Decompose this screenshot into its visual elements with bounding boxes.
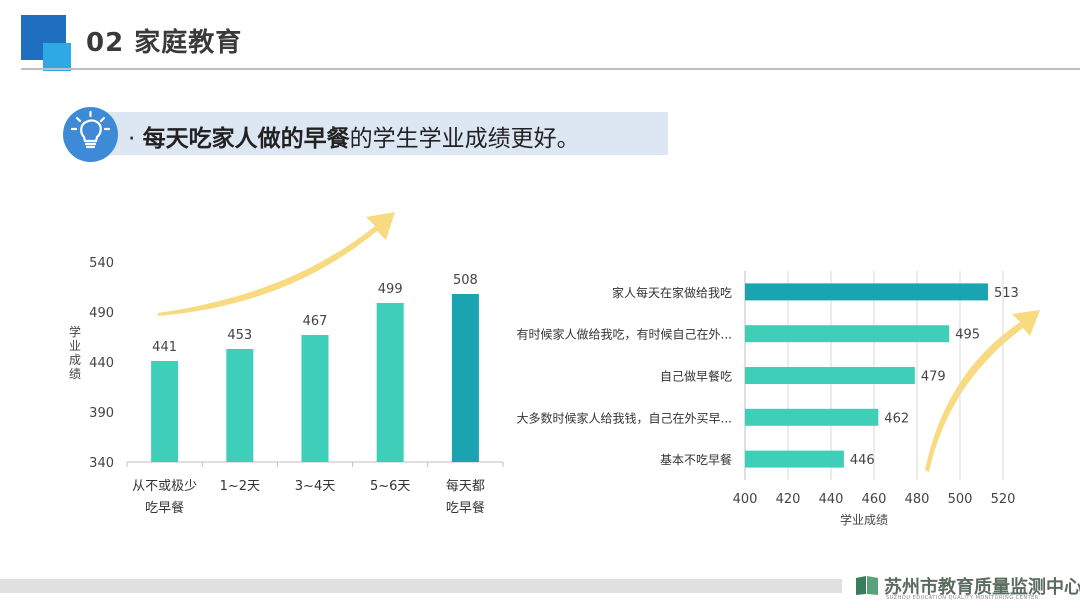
x-tick-label: 480 [905,492,930,507]
data-label: 446 [850,453,875,468]
hbar [745,367,915,384]
x-tick-label: 520 [991,492,1016,507]
hbar [745,283,988,301]
y-tick-label: 390 [89,406,114,421]
hbar [745,325,950,343]
data-label: 499 [378,282,403,297]
data-label: 441 [152,340,177,355]
headline-text: · 每天吃家人做的早餐的学生学业成绩更好。 [128,119,580,153]
data-label: 453 [227,328,252,343]
y-axis-label-char: 业 [69,339,81,353]
y-axis-label-char: 学 [69,324,81,339]
lightbulb-icon [63,107,118,162]
x-tick-label: 5~6天 [370,479,410,494]
bar [226,349,254,462]
y-tick-label: 490 [89,306,114,321]
footer-org-name: 苏州市教育质量监测中心 [884,577,1080,598]
title-accent-square-light [43,43,71,71]
footer-org-name-en: SUZHOU EDUCATION QUALITY MONITORING CENT… [886,595,1039,601]
bar [151,361,179,462]
title-divider [21,68,1080,70]
headline-bold: 每天吃家人做的早餐 [142,126,350,152]
bar [376,303,404,462]
footer-bar [0,579,842,593]
x-tick-label: 吃早餐 [446,500,485,516]
hbar [745,408,879,426]
page-title: 02 家庭教育 [86,28,243,58]
category-label: 家人每天在家做给我吃 [612,285,732,300]
trend-arrow-left [158,212,395,316]
x-axis-label: 学业成绩 [840,512,888,527]
x-tick-label: 1~2天 [220,479,260,494]
headline-rest: 的学生学业成绩更好。 [349,126,580,152]
data-label: 513 [994,286,1019,301]
data-label: 479 [921,370,946,385]
category-label: 基本不吃早餐 [660,452,732,467]
bar [451,294,479,462]
data-label: 508 [453,273,478,288]
category-label: 自己做早餐吃 [660,369,732,384]
x-tick-label: 500 [948,492,973,507]
category-label: 大多数时候家人给我钱，自己在外买早... [517,410,732,425]
x-tick-label: 420 [776,492,801,507]
x-tick-label: 吃早餐 [145,500,184,516]
headline-bullet: · [128,126,136,152]
x-tick-label: 每天都 [446,478,485,494]
book-logo-icon [854,574,880,596]
x-tick-label: 400 [733,492,758,507]
y-axis-label-char: 成 [69,353,81,367]
data-label: 462 [884,411,909,426]
hbar [745,450,844,468]
y-tick-label: 340 [89,456,114,471]
y-tick-label: 440 [89,356,114,371]
headline-banner [94,112,668,155]
y-axis-label-char: 绩 [69,367,81,381]
x-tick-label: 460 [862,492,887,507]
bar [301,335,329,462]
x-tick-label: 从不或极少 [132,479,197,494]
trend-arrow-right [925,310,1040,472]
data-label: 495 [955,328,980,343]
category-label: 有时候家人做给我吃，有时候自己在外... [517,327,732,342]
data-label: 467 [303,314,328,329]
x-tick-label: 440 [819,492,844,507]
x-tick-label: 3~4天 [295,479,335,494]
y-tick-label: 540 [89,256,114,271]
